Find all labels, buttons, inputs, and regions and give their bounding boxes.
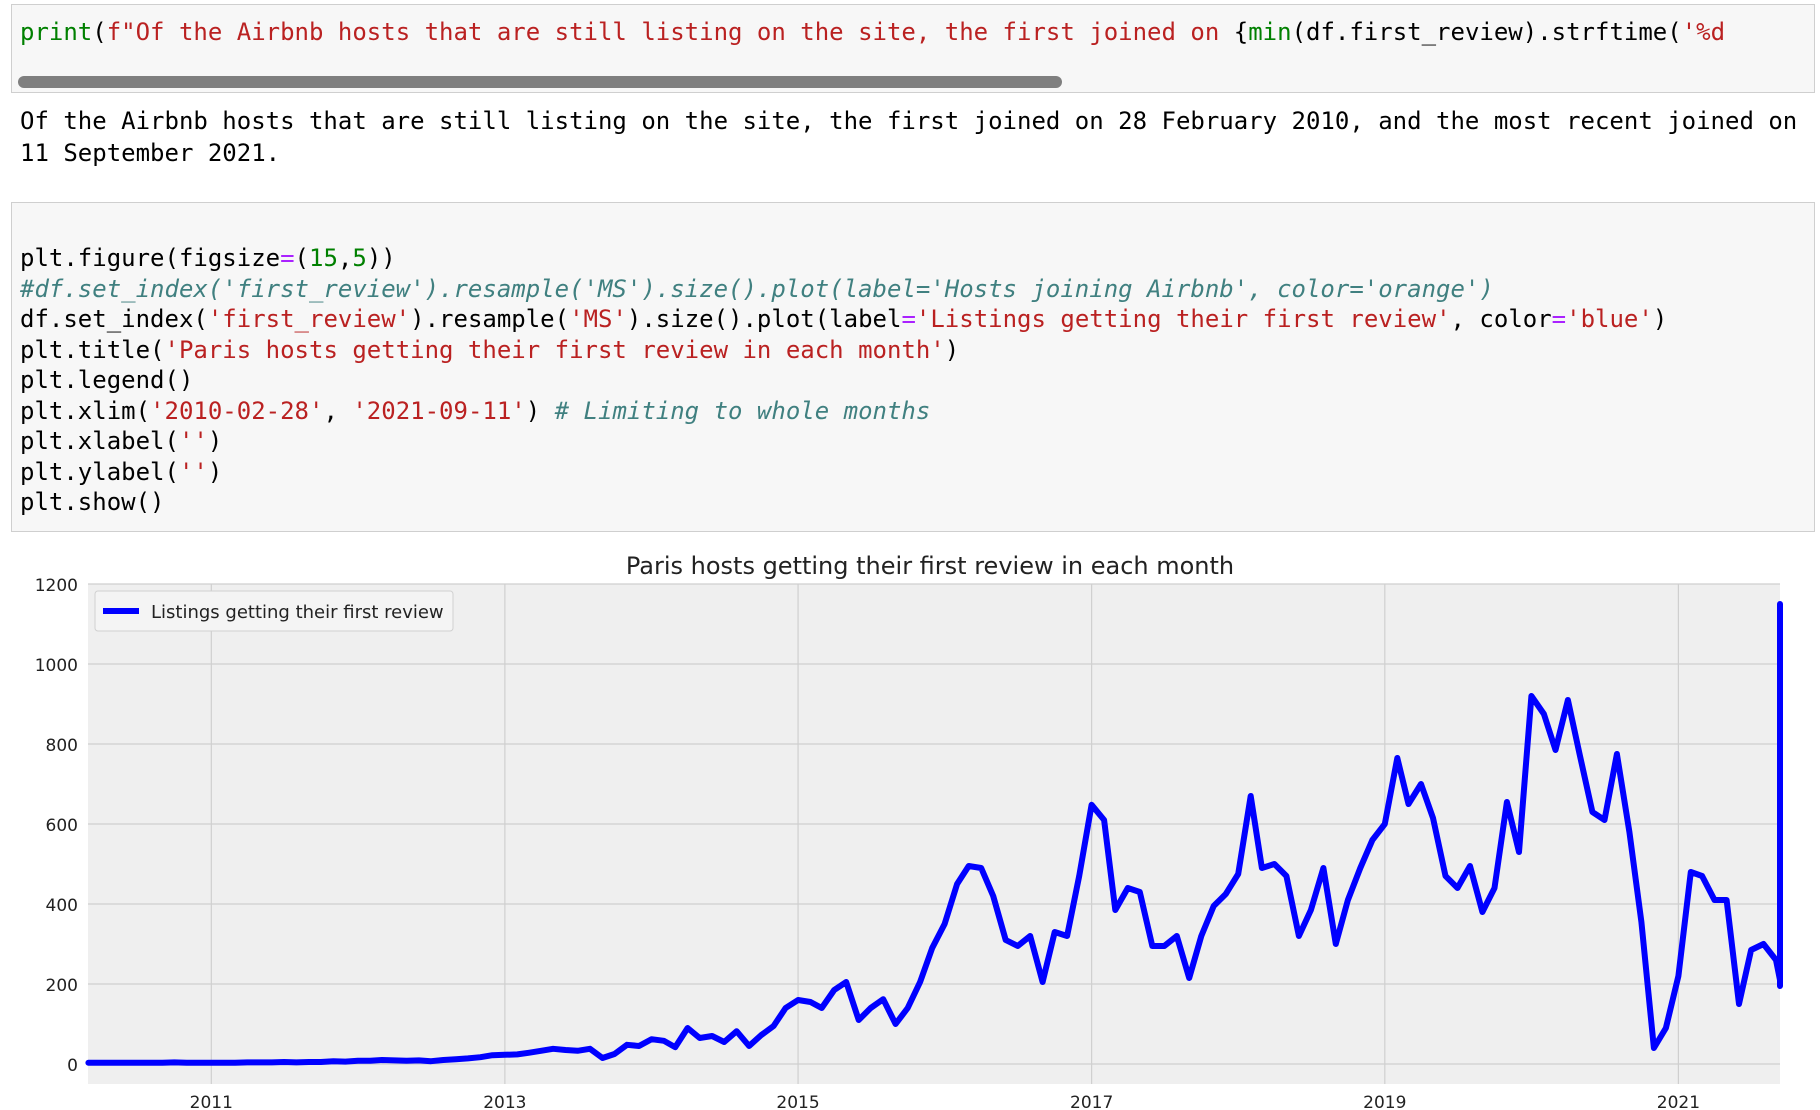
code-token: plt.show() (20, 488, 165, 516)
code-token: '%d (1681, 18, 1726, 46)
code-line: df.set_index('first_review').resample('M… (20, 304, 1667, 335)
code-token: ( (294, 244, 309, 272)
code-line: #df.set_index('first_review').resample('… (20, 274, 1667, 305)
code-token: min (1248, 18, 1292, 46)
code-line: plt.xlim('2010-02-28', '2021-09-11') # L… (20, 396, 1667, 427)
code-block-plot: plt.figure(figsize=(15,5)) #df.set_index(… (20, 243, 1667, 518)
code-cell-plot[interactable]: plt.figure(figsize=(15,5)) #df.set_index(… (11, 202, 1815, 532)
code-token: 'first_review' (207, 305, 411, 333)
code-line: plt.legend() (20, 365, 1667, 396)
x-tick-label: 2015 (776, 1093, 819, 1110)
code-token: { (1233, 18, 1249, 46)
code-token: ) (944, 335, 960, 364)
code-token: , (337, 244, 353, 272)
code-token: plt.ylabel( (20, 457, 179, 486)
code-token: ).resample( (410, 305, 570, 333)
series-line-listings (85, 601, 1783, 1066)
code-token: )) (366, 244, 396, 272)
code-token: 5 (352, 244, 367, 272)
code-token: '' (178, 457, 208, 486)
plot-area (88, 584, 1780, 1084)
code-cell-print[interactable]: print(f"Of the Airbnb hosts that are sti… (11, 4, 1815, 93)
code-token: ) (207, 457, 223, 486)
code-token: , color (1450, 305, 1552, 333)
code-line: plt.xlabel('') (20, 426, 1667, 457)
code-token: '2010-02-28' (150, 396, 324, 425)
code-token: ) (1652, 305, 1668, 333)
y-tick-label: 0 (67, 1056, 78, 1076)
code-token: plt.figure(figsize (20, 244, 281, 272)
code-token: plt.title( (20, 335, 165, 364)
code-token: (df.first_review).strftime( (1291, 18, 1682, 46)
code-token: plt.xlim( (20, 396, 151, 425)
x-tick-label: 2021 (1657, 1093, 1700, 1110)
y-tick-labels: 0 200 400 600 800 1000 1200 (35, 576, 78, 1076)
x-tick-labels: 2011 2013 2015 2017 2019 2021 (190, 1093, 1700, 1110)
y-tick-label: 400 (46, 896, 78, 916)
code-token: 'Paris hosts getting their first review … (164, 335, 945, 364)
code-token: 15 (309, 244, 338, 272)
horizontal-scrollbar[interactable] (18, 76, 1062, 88)
x-tick-label: 2013 (483, 1093, 526, 1110)
legend-box (94, 590, 454, 632)
code-token: '2021-09-11' (352, 396, 526, 425)
code-token: #df.set_index('first_review').resample('… (20, 274, 1494, 303)
legend-label: Listings getting their first review (151, 602, 444, 623)
code-token: df.set_index( (20, 305, 208, 333)
code-token: = (280, 244, 295, 272)
y-tick-label: 800 (46, 736, 78, 756)
code-token: 'blue' (1566, 305, 1653, 333)
code-line-print: print(f"Of the Airbnb hosts that are sti… (20, 17, 1725, 47)
code-token: 'MS' (569, 305, 627, 333)
code-line: plt.title('Paris hosts getting their fir… (20, 335, 1667, 366)
code-token: ) (207, 427, 223, 455)
code-line: plt.show() (20, 487, 1667, 518)
code-token: ) (525, 396, 555, 425)
chart-title: Paris hosts getting their first review i… (626, 552, 1234, 580)
code-token: print (20, 18, 93, 46)
code-token: , (323, 396, 353, 425)
code-token: plt.xlabel( (20, 427, 179, 455)
code-line: plt.ylabel('') (20, 457, 1667, 488)
y-tick-label: 1000 (35, 656, 78, 676)
code-token: = (1551, 305, 1567, 333)
legend: Listings getting their first review (94, 590, 454, 632)
x-tick-label: 2019 (1363, 1093, 1406, 1110)
x-tick-label: 2011 (190, 1093, 233, 1110)
grid-lines (88, 583, 1780, 1084)
code-token: '' (178, 427, 208, 455)
code-token: f"Of the Airbnb hosts that are still lis… (106, 18, 1234, 46)
code-token: plt.legend() (20, 366, 194, 394)
code-token: ).size().plot(label (626, 305, 902, 333)
code-token: # Limiting to whole months (554, 396, 931, 425)
code-token: = (901, 305, 916, 333)
code-line: plt.figure(figsize=(15,5)) (20, 243, 1667, 274)
x-tick-label: 2017 (1070, 1093, 1113, 1110)
y-tick-label: 600 (46, 816, 78, 836)
code-token: 'Listings getting their first review' (915, 305, 1451, 333)
y-tick-label: 1200 (35, 576, 78, 596)
cell-output-text: Of the Airbnb hosts that are still listi… (20, 107, 1812, 167)
code-token: ( (92, 18, 107, 46)
y-tick-label: 200 (46, 976, 78, 996)
